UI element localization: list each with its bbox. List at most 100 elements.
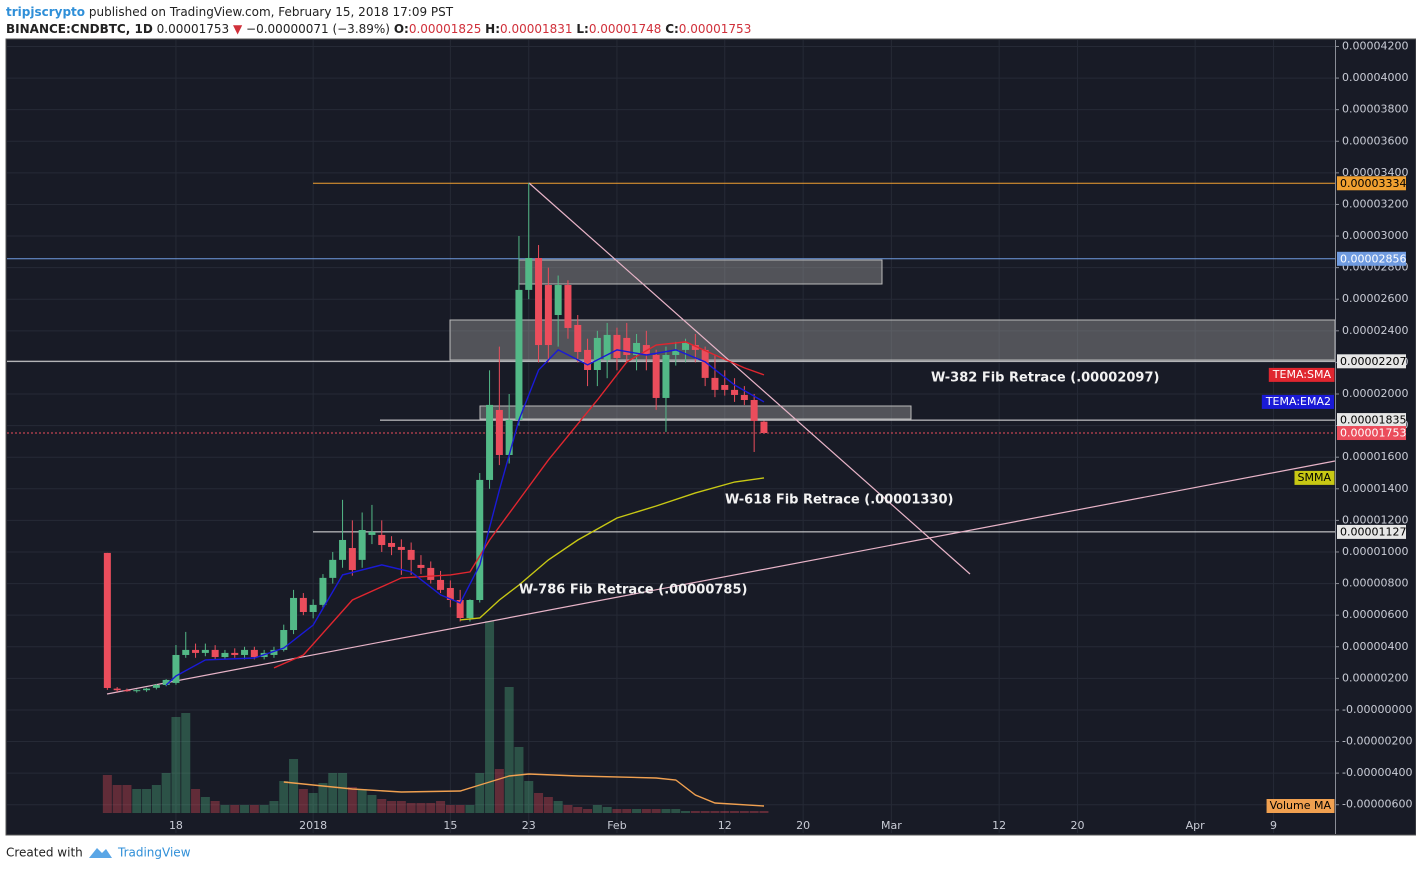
candle-body [593,337,601,370]
x-tick-label: Mar [881,819,902,832]
y-tick-label: 0.00003400 [1342,166,1408,179]
volume-bar [730,811,740,813]
header-line: tripjscrypto published on TradingView.co… [6,5,454,19]
candle-body [299,597,307,613]
volume-bar [700,811,710,813]
volume-bar [739,811,749,813]
x-tick-label: 2018 [299,819,327,832]
volume-bar [720,811,730,813]
y-tick-label: -0.00000400 [1342,766,1412,779]
overlay-line [283,773,765,807]
x-tick-label: 12 [718,819,732,832]
levels-layer [7,182,1335,533]
candle-body [721,385,729,390]
candle-body [231,652,239,655]
legend-label: SMMA [1298,471,1332,484]
candle-body [211,649,219,658]
legend-label: TEMA:EMA2 [1265,395,1331,408]
annotation: W-618 Fib Retrace (.00001330) [725,493,953,508]
volume-bar [406,803,416,813]
volume-bar [543,797,553,813]
volume-bar [142,789,152,813]
y-tick-label: 0.00002600 [1342,292,1408,305]
candle-body [486,404,494,480]
candle-body [682,342,690,350]
volume-bar [690,811,700,813]
volume-bar [347,787,357,813]
volume-bar [445,805,455,813]
volume-bar [455,805,465,813]
volume-bar [387,801,397,813]
volume-bar [436,801,446,813]
candle-body [691,345,699,350]
volume-bar [671,809,681,813]
volume-bar [240,805,250,813]
volume-bar [220,805,230,813]
candles-layer [103,182,768,693]
y-tick-label: -0.00000200 [1342,735,1412,748]
author[interactable]: tripjscrypto [6,5,85,19]
volume-bar [602,807,612,813]
x-tick-label: 23 [522,819,536,832]
candle-body [515,289,523,420]
x-tick-label: 20 [796,819,810,832]
candle-body [505,419,513,455]
level-badge [1337,251,1406,266]
volume-bar [259,805,269,813]
volume-bar [151,785,161,813]
candle-body [495,409,503,455]
volume-bar [279,781,289,813]
candle-body [192,649,200,653]
volume-bar [396,801,406,813]
volume-bar [592,805,602,813]
level-label: 0.00001835 [1340,414,1406,427]
candle-body [397,546,405,550]
volume-bar [289,759,299,813]
candle-body [525,257,533,290]
volume-bar [269,801,279,813]
overlay-line [165,349,765,686]
candle-body [623,337,631,355]
axis-layer: 0.00004200 0.00004000 0.00003800 0.00003600… [169,39,1413,832]
level-badge [1337,354,1406,369]
level-badge [1337,176,1406,191]
volume-bar [367,795,377,813]
volume-bar [230,805,240,813]
x-tick-label: 15 [443,819,457,832]
y-tick-label: 0.00003600 [1342,134,1408,147]
candle-body [388,542,396,547]
y-tick-label: 0.00001600 [1342,450,1408,463]
y-tick-label: 0.00000400 [1342,640,1408,653]
candle-body [633,342,641,355]
x-tick-label: 12 [992,819,1006,832]
x-tick-label: 20 [1071,819,1085,832]
candle-body [162,679,170,685]
volume-bar [200,797,210,813]
volume-bar [102,775,112,813]
volume-bar [681,811,691,813]
candle-body [280,630,288,650]
legend-badge [1294,470,1335,485]
volume-bar [191,789,201,813]
ohlc-value: 0.00001825 [409,22,482,36]
volume-bar [171,717,181,813]
candle-body [368,531,376,535]
annotation: W-382 Fib Retrace (.00002097) [931,371,1159,386]
footer-brand[interactable]: TradingView [117,846,191,860]
symbol: BINANCE:CNDBTC, 1D [6,22,153,36]
change: −0.00000071 (−3.89%) [246,22,390,36]
candle-body [701,349,709,378]
volume-bar [641,809,651,813]
y-tick-label: 0.00003800 [1342,103,1408,116]
candle-body [427,567,435,580]
candle-body [309,604,317,613]
volume-bar [181,713,191,813]
logo [89,848,112,858]
ohlc-key: O: [394,22,409,36]
volume-bar [632,809,642,813]
y-tick-label: 0.00001200 [1342,513,1408,526]
legend-label: TEMA:SMA [1272,368,1332,381]
x-tick-label: 9 [1270,819,1277,832]
y-tick-label: 0.00004000 [1342,71,1408,84]
